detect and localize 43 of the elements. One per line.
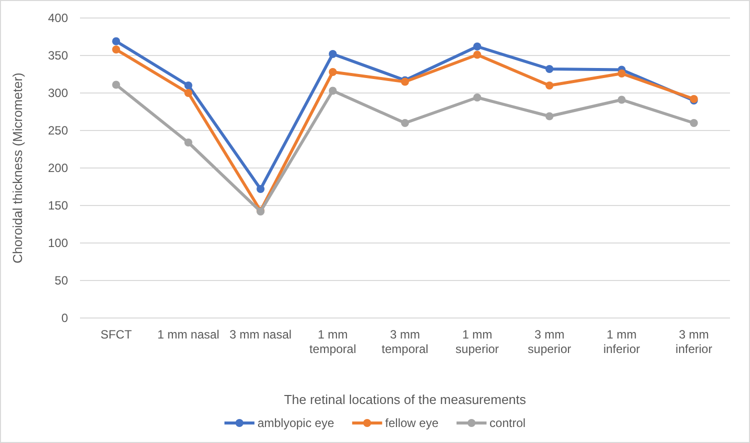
y-axis-title: Choroidal thickness (Micrometer) xyxy=(10,72,25,264)
point xyxy=(328,50,337,58)
point xyxy=(473,50,482,59)
x-tick-label: 3 mm nasal xyxy=(230,328,292,342)
y-tick-label: 150 xyxy=(48,198,68,212)
legend-label: control xyxy=(490,416,526,430)
point xyxy=(184,89,192,97)
point xyxy=(618,96,626,104)
point xyxy=(618,70,626,78)
point xyxy=(473,94,482,102)
x-tick-label: 3 mm temporal xyxy=(382,328,428,356)
legend-label: amblyopic eye xyxy=(257,416,334,430)
x-tick-label: 3 mm inferior xyxy=(676,328,712,356)
y-tick-label: 250 xyxy=(48,123,68,138)
point xyxy=(112,37,120,46)
point xyxy=(328,86,337,95)
x-tick-label: 1 mm nasal xyxy=(157,328,220,342)
point xyxy=(401,119,409,127)
x-tick-label: 1 mm superior xyxy=(456,328,499,356)
y-tick-label: 400 xyxy=(48,10,68,25)
point xyxy=(545,65,554,73)
point xyxy=(545,82,554,90)
y-tick-label: 350 xyxy=(48,48,68,62)
x-tick-label: SFCT xyxy=(100,328,132,342)
y-tick-label: 200 xyxy=(48,160,68,175)
x-tick-label: 1 mm temporal xyxy=(309,328,356,356)
x-axis-title: The retinal locations of the measurements xyxy=(284,392,527,407)
x-tick-label: 3 mm superior xyxy=(528,328,572,356)
point xyxy=(545,112,554,120)
y-tick-label: 300 xyxy=(48,86,68,100)
point xyxy=(690,119,698,127)
point xyxy=(184,138,192,146)
y-tick-label: 0 xyxy=(61,310,68,325)
legend-label: fellow eye xyxy=(385,416,439,430)
x-tick-label: 1 mm inferior xyxy=(603,328,640,356)
point xyxy=(256,185,265,193)
point xyxy=(328,68,337,76)
y-tick-label: 50 xyxy=(54,273,68,288)
point xyxy=(473,42,482,50)
y-tick-label: 100 xyxy=(48,236,68,250)
point xyxy=(112,46,120,54)
point xyxy=(112,80,120,89)
point xyxy=(184,82,192,90)
